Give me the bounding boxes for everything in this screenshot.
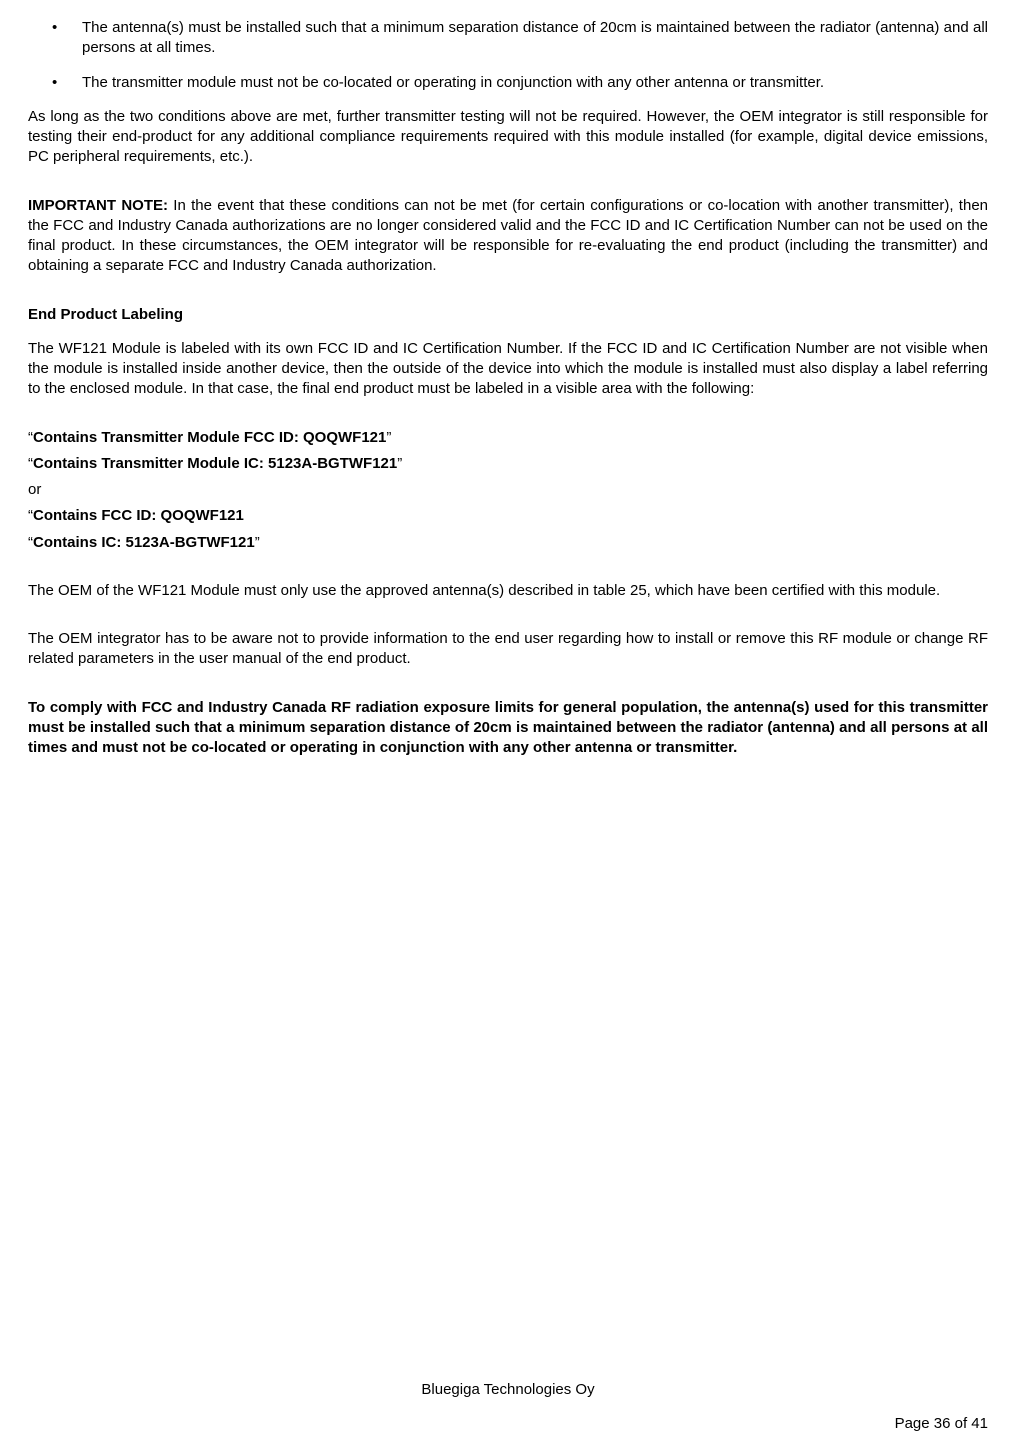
footer-page-number: Page 36 of 41 <box>28 1414 988 1434</box>
label-line: “Contains FCC ID: QOQWF121 <box>28 506 988 526</box>
compliance-paragraph: To comply with FCC and Industry Canada R… <box>28 698 988 759</box>
paragraph: The OEM of the WF121 Module must only us… <box>28 581 988 601</box>
section-heading: End Product Labeling <box>28 305 988 325</box>
paragraph: The OEM integrator has to be aware not t… <box>28 629 988 670</box>
bullet-item: The transmitter module must not be co-lo… <box>28 73 988 93</box>
paragraph: The WF121 Module is labeled with its own… <box>28 339 988 400</box>
important-text: In the event that these conditions can n… <box>28 197 988 275</box>
label-line: “Contains Transmitter Module IC: 5123A-B… <box>28 454 988 474</box>
label-line: “Contains IC: 5123A-BGTWF121” <box>28 533 988 553</box>
important-note: IMPORTANT NOTE: In the event that these … <box>28 196 988 277</box>
document-content: The antenna(s) must be installed such th… <box>28 18 988 758</box>
important-label: IMPORTANT NOTE: <box>28 197 168 214</box>
bullet-list: The antenna(s) must be installed such th… <box>28 18 988 93</box>
paragraph: As long as the two conditions above are … <box>28 107 988 168</box>
bullet-item: The antenna(s) must be installed such th… <box>28 18 988 59</box>
page-footer: Bluegiga Technologies Oy Page 36 of 41 <box>28 1380 988 1435</box>
or-text: or <box>28 480 988 500</box>
footer-company: Bluegiga Technologies Oy <box>28 1380 988 1400</box>
label-line: “Contains Transmitter Module FCC ID: QOQ… <box>28 428 988 448</box>
